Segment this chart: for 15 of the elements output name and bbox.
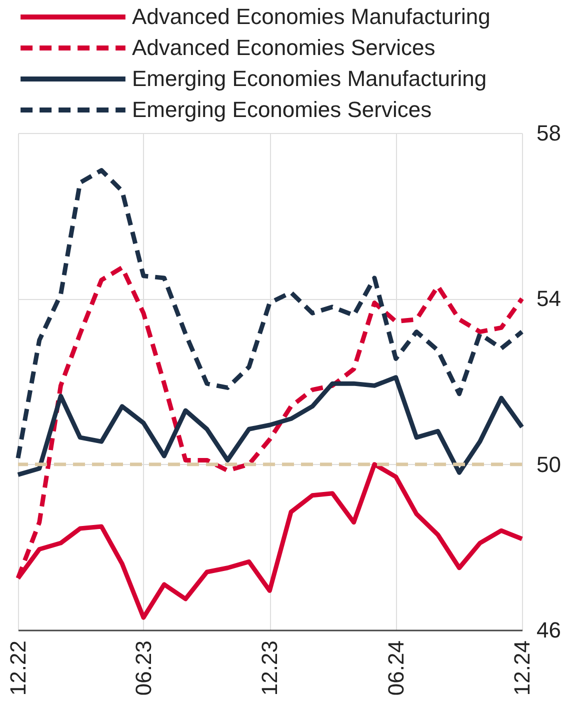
line-series	[16, 168, 524, 460]
x-tick-label: 06.24	[383, 640, 408, 696]
line-series	[16, 375, 524, 477]
x-tick-label: 12.22	[6, 640, 30, 696]
y-tick-label: 54	[536, 286, 561, 312]
y-tick-label: 58	[536, 120, 561, 146]
y-tick-label: 50	[536, 452, 561, 477]
x-tick-label: 06.23	[130, 640, 156, 696]
legend-label: Emerging Economies Manufacturing	[132, 66, 487, 91]
y-tick-label: 46	[536, 618, 561, 642]
x-tick-label: 12.23	[257, 640, 282, 696]
legend-label: Emerging Economies Services	[132, 97, 432, 122]
x-tick-label: 12.24	[510, 640, 534, 696]
legend-label: Advanced Economies Services	[132, 35, 436, 60]
legend-label: Advanced Economies Manufacturing	[132, 4, 490, 29]
